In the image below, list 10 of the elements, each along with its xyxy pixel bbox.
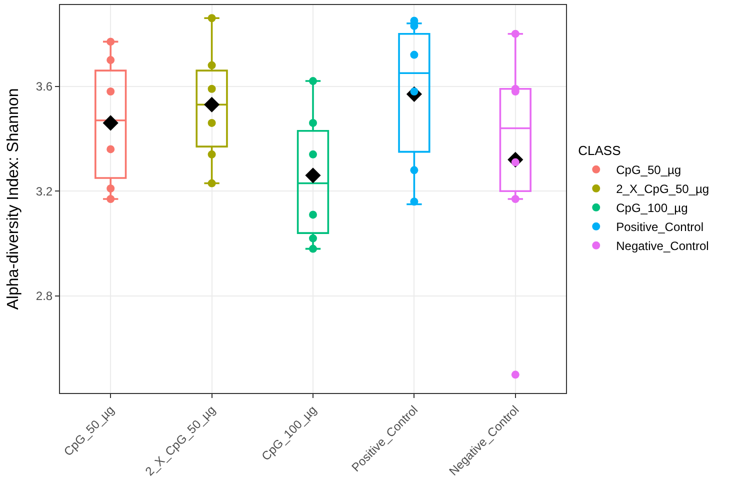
y-axis-title: Alpha-diversity Index: Shannon bbox=[5, 88, 22, 310]
y-tick-label: 2.8 bbox=[36, 289, 53, 304]
legend-label: 2_X_CpG_50_µg bbox=[616, 182, 710, 196]
legend-label: Negative_Control bbox=[616, 239, 709, 254]
legend-title: CLASS bbox=[578, 142, 622, 158]
legend-label: Positive_Control bbox=[616, 220, 704, 234]
legend-label: CpG_50_µg bbox=[616, 163, 682, 178]
legend-label: CpG_100_µg bbox=[616, 201, 688, 216]
y-tick-label: 3.2 bbox=[36, 184, 53, 198]
y-tick-label: 3.6 bbox=[36, 79, 53, 94]
